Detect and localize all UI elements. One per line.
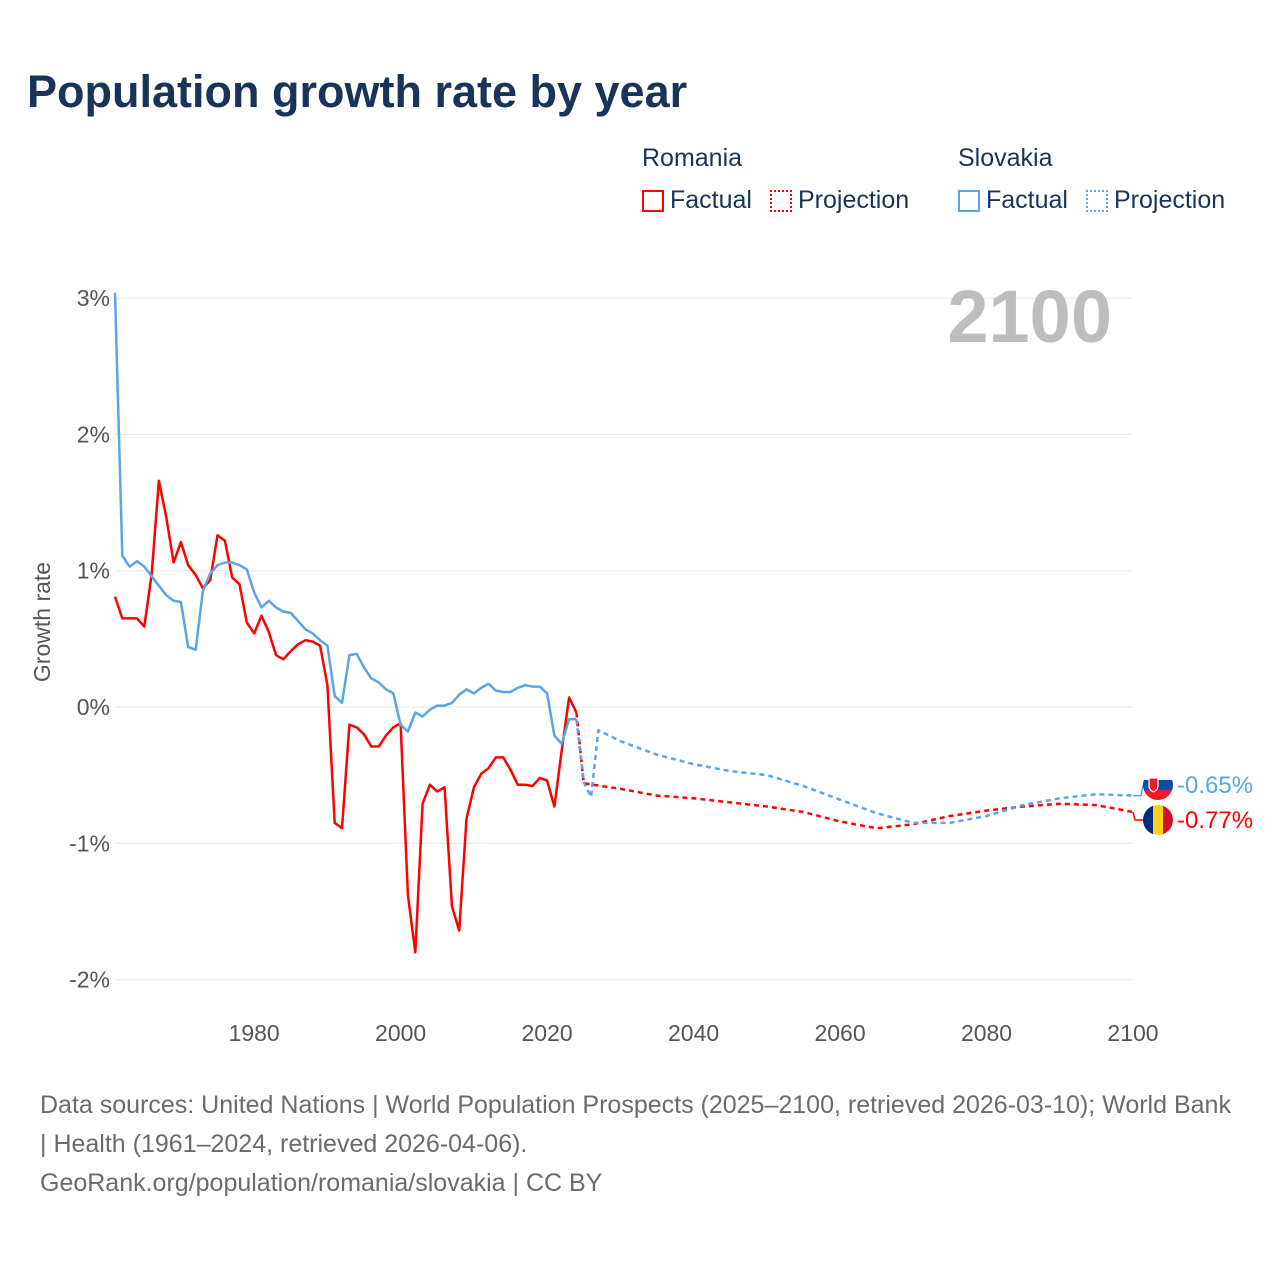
legend-label: Factual	[670, 186, 752, 214]
romania-flag-icon	[1143, 805, 1173, 835]
y-tick-label: 2%	[77, 421, 110, 447]
x-tick-label: 2020	[522, 1020, 573, 1046]
romania-factual-line	[113, 479, 578, 954]
x-tick-label: 2100	[1107, 1020, 1158, 1046]
legend-label: Projection	[1113, 186, 1226, 214]
x-tick-label: 2060	[814, 1020, 865, 1046]
legend-romania-projection[interactable]: Projection	[769, 186, 910, 215]
y-tick-label: -2%	[69, 967, 110, 993]
dotted-swatch-icon	[1085, 189, 1108, 212]
slovakia-end-value: -0.65%	[1177, 772, 1253, 799]
x-tick-label: 2040	[668, 1020, 719, 1046]
slovakia-factual-line	[113, 292, 577, 746]
y-tick-label: -1%	[69, 830, 110, 856]
y-tick-label: 0%	[77, 694, 110, 720]
solid-swatch-icon	[642, 189, 664, 212]
x-tick-label: 2000	[375, 1020, 426, 1046]
legend-country-name: Romania	[642, 144, 743, 172]
slovakia-connector	[1133, 784, 1144, 797]
romania-end-value: -0.77%	[1177, 807, 1253, 834]
legend-label: Projection	[797, 186, 910, 214]
legend-slovakia-projection[interactable]: Projection	[1085, 186, 1226, 215]
romania-connector	[1132, 811, 1143, 821]
slovakia-projection-line	[575, 719, 1134, 825]
data-sources: Data sources: United Nations | World Pop…	[40, 1091, 1231, 1158]
source-link[interactable]: GeoRank.org/population/romania/slovakia …	[40, 1169, 603, 1197]
chart-title: Population growth rate by year	[27, 66, 688, 117]
solid-swatch-icon	[958, 189, 980, 212]
legend-group-slovakia: Slovakia Factual Projection	[958, 144, 1225, 215]
y-tick-label: 3%	[77, 285, 110, 311]
x-tick-label: 1980	[229, 1020, 280, 1046]
legend-label: Factual	[986, 186, 1068, 214]
slovakia-flag-icon	[1143, 770, 1173, 800]
y-axis-label: Growth rate	[29, 562, 55, 682]
y-tick-label: 1%	[77, 558, 110, 584]
legend-group-romania: Romania Factual Projection	[642, 144, 909, 215]
legend-romania-factual[interactable]: Factual	[642, 186, 752, 215]
x-tick-label: 2080	[961, 1020, 1012, 1046]
romania-projection-line	[575, 712, 1134, 830]
current-year-label: 2100	[947, 275, 1112, 358]
footer: Data sources: United Nations | World Pop…	[40, 1086, 1240, 1203]
legend-slovakia-factual[interactable]: Factual	[958, 186, 1068, 215]
legend-country-name: Slovakia	[958, 144, 1053, 172]
dotted-swatch-icon	[769, 189, 792, 212]
